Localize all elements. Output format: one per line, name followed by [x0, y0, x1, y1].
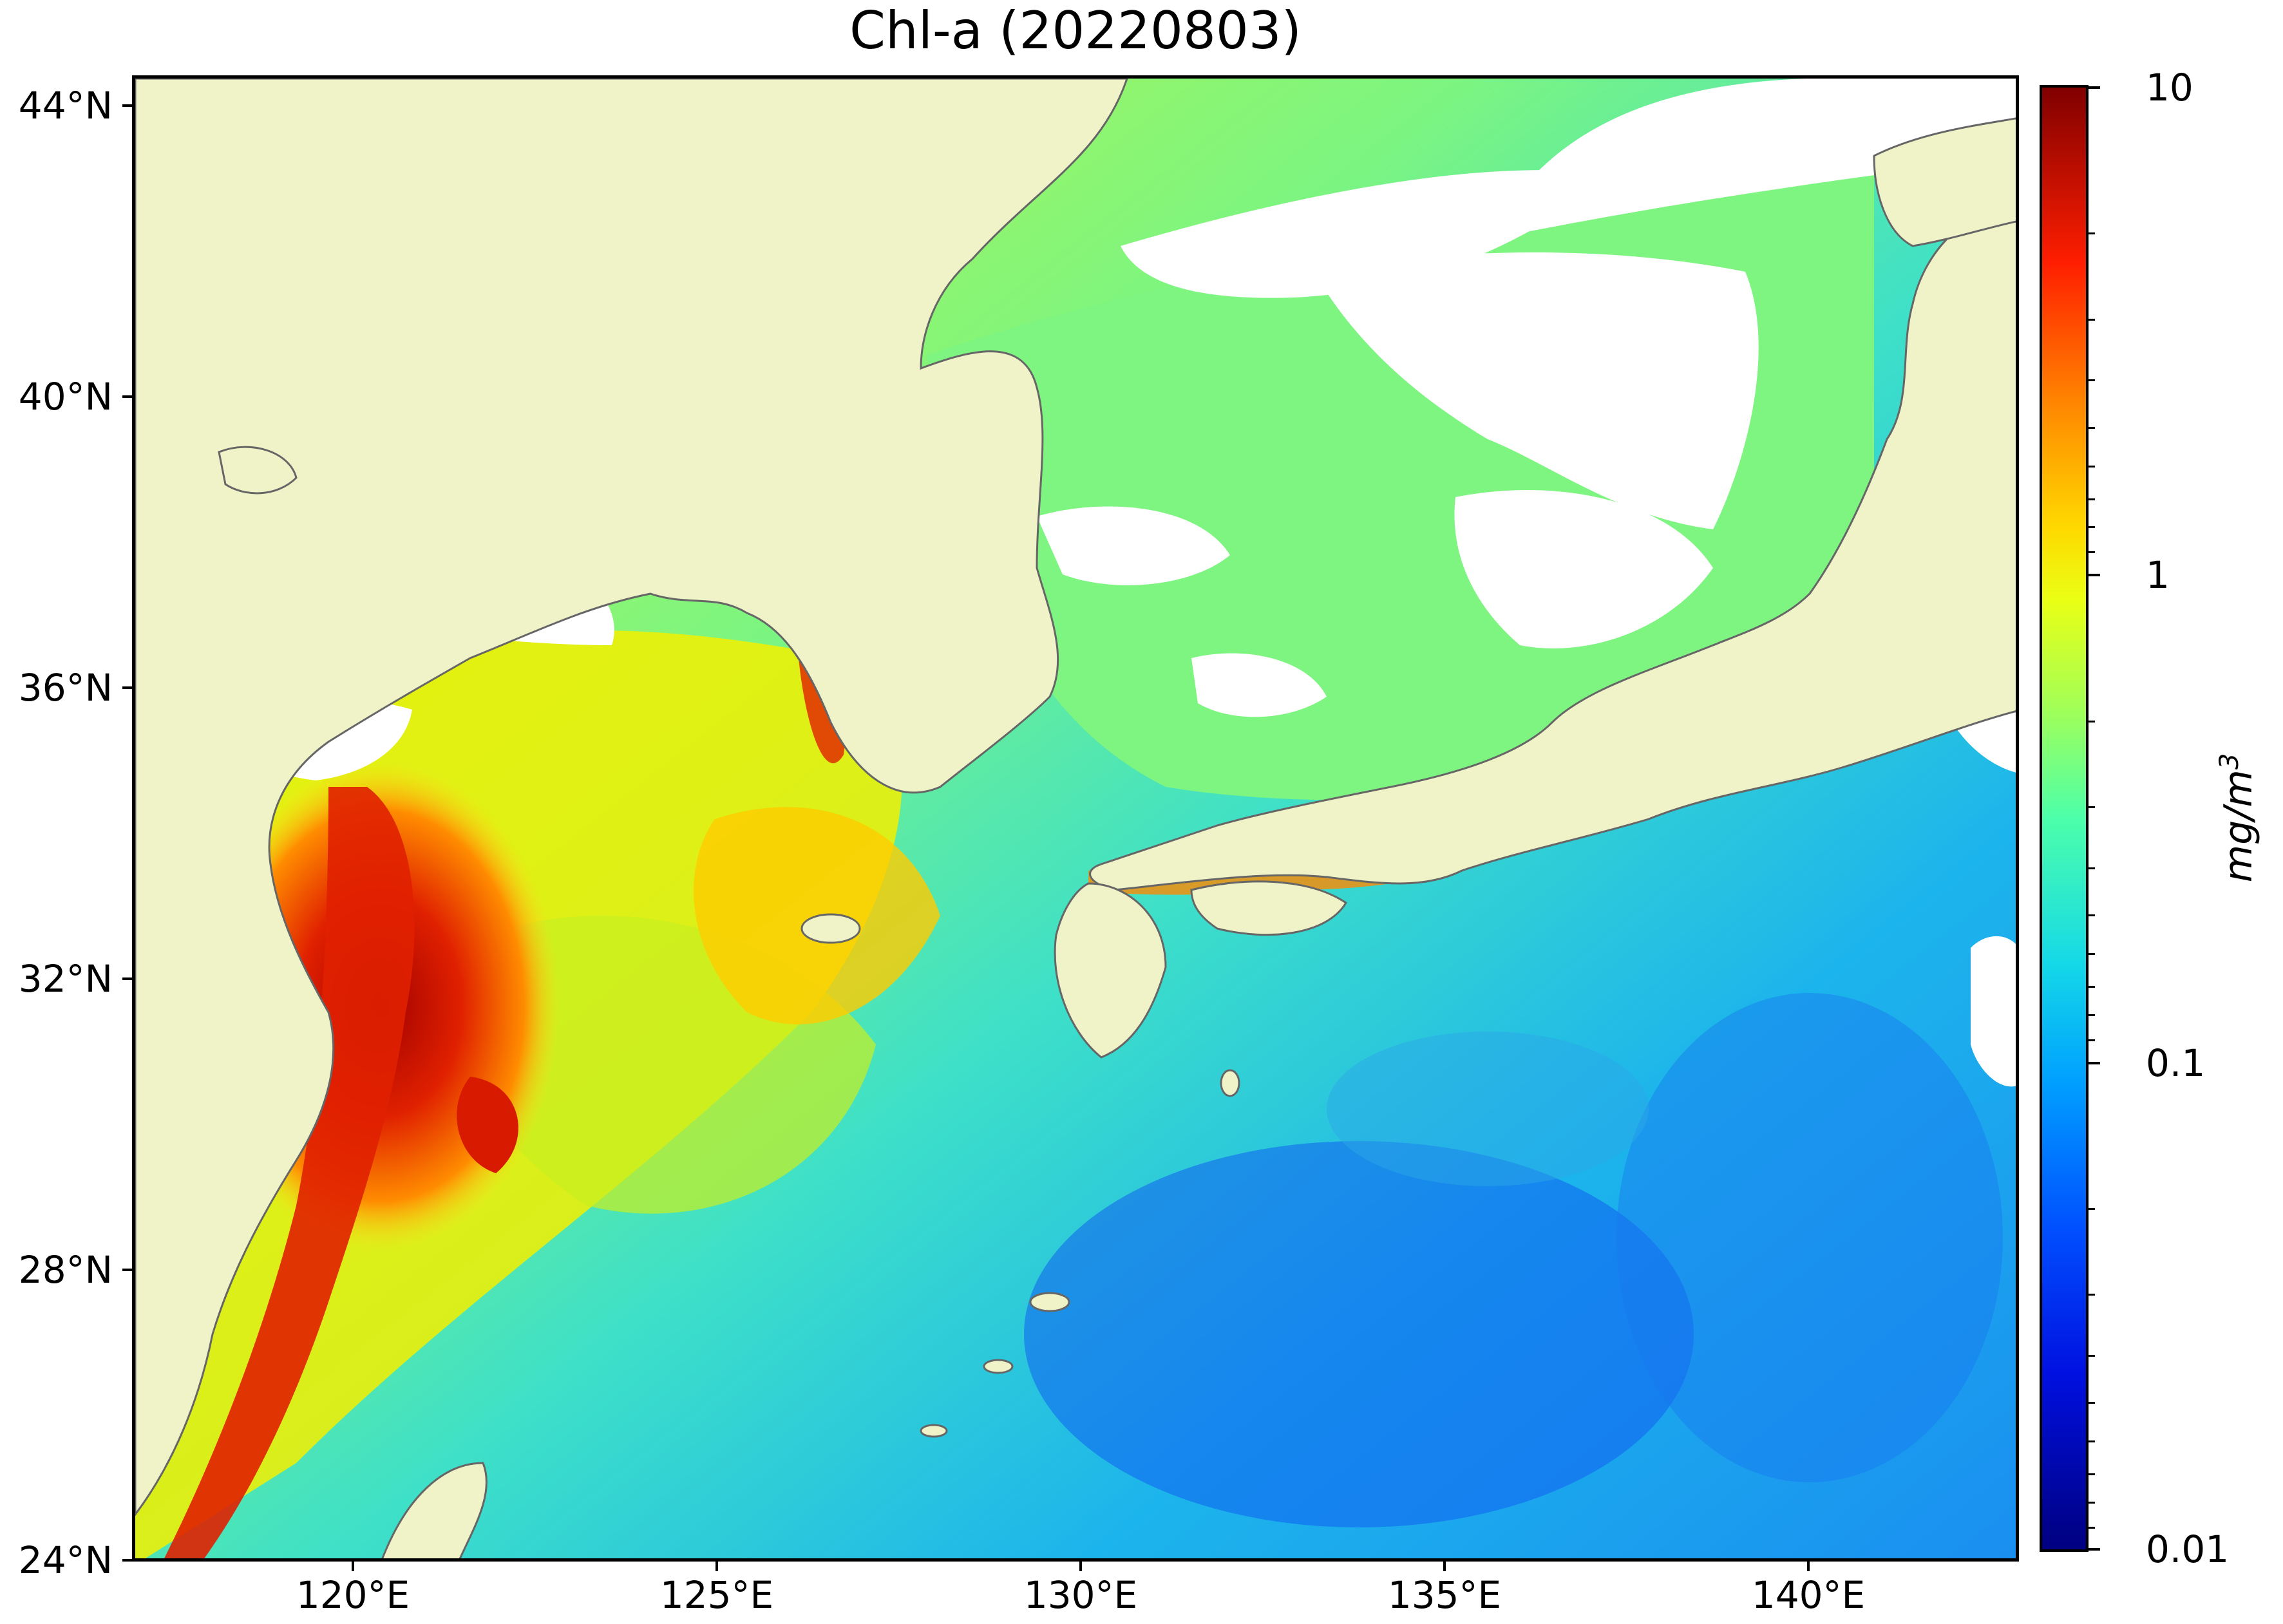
colorbar-tick-label: 0.1: [2146, 1041, 2206, 1085]
lon-tick-label: 125°E: [659, 1573, 774, 1617]
colorbar-unit-label: mg/m3: [2215, 753, 2261, 883]
lat-tick-mark: [122, 104, 132, 107]
colorbar-unit-superscript: 3: [2215, 753, 2244, 770]
lat-tick-mark: [122, 686, 132, 689]
lon-tick-label: 135°E: [1387, 1573, 1502, 1617]
colorbar: [2040, 85, 2089, 1552]
lon-tick-label: 130°E: [1023, 1573, 1138, 1617]
lon-tick-label: 140°E: [1751, 1573, 1866, 1617]
lat-tick-label: 44°N: [18, 84, 113, 127]
map-panel[interactable]: [132, 75, 2019, 1562]
lat-tick-label: 32°N: [18, 957, 113, 1001]
lon-tick-mark: [715, 1562, 718, 1571]
lon-tick-label: 120°E: [296, 1573, 410, 1617]
colorbar-tick-label: 1: [2146, 553, 2170, 597]
lat-tick-label: 28°N: [18, 1248, 113, 1292]
lon-tick-mark: [352, 1562, 354, 1571]
colorbar-major-tick: [2089, 86, 2100, 89]
lon-tick-mark: [1807, 1562, 1810, 1571]
colorbar-major-tick: [2089, 1548, 2100, 1551]
lon-tick-mark: [1079, 1562, 1082, 1571]
colorbar-major-tick: [2089, 1062, 2100, 1064]
lon-tick-mark: [1443, 1562, 1446, 1571]
map-title: Chl-a (20220803): [849, 1, 1302, 61]
lat-tick-mark: [122, 1559, 132, 1562]
lat-tick-mark: [122, 977, 132, 980]
colorbar-unit-text: mg/m: [2216, 770, 2261, 883]
colorbar-major-tick: [2089, 574, 2100, 576]
land-masses: [135, 79, 2016, 1558]
lat-tick-mark: [122, 1269, 132, 1271]
lat-tick-mark: [122, 395, 132, 398]
lat-tick-label: 36°N: [18, 666, 113, 710]
lat-tick-label: 40°N: [18, 375, 113, 419]
colorbar-tick-label: 0.01: [2146, 1527, 2230, 1571]
map-canvas: [135, 79, 2016, 1558]
china-coastal-high-chl: [164, 787, 415, 1558]
lat-tick-label: 24°N: [18, 1538, 113, 1582]
colorbar-tick-label: 10: [2146, 66, 2193, 109]
